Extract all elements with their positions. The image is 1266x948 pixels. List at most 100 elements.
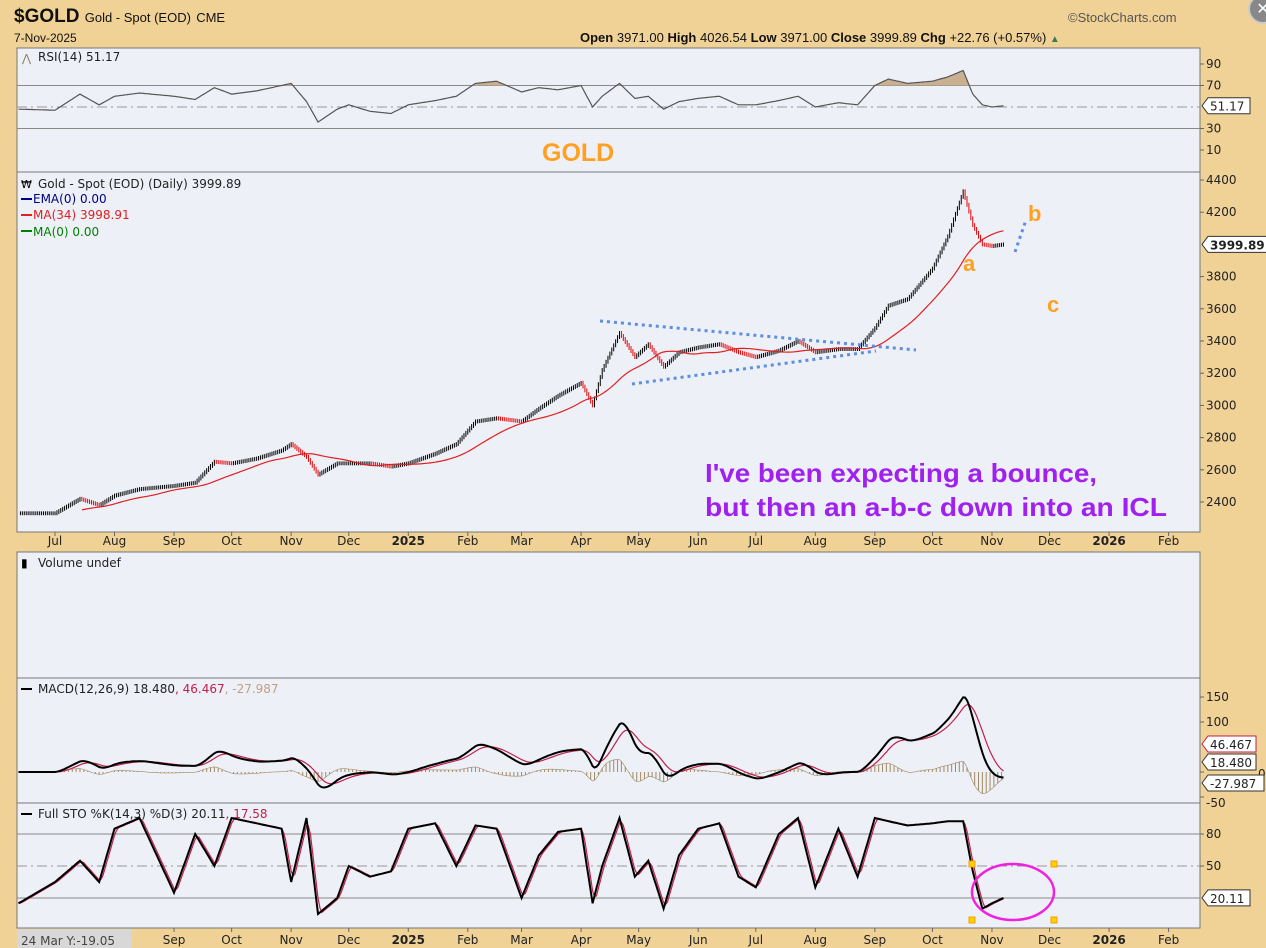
exchange: CME bbox=[196, 10, 226, 25]
macd-tick-label: -50 bbox=[1206, 796, 1226, 810]
macd-tick-label: 0 bbox=[1258, 767, 1266, 781]
price-tick-label: 2800 bbox=[1206, 431, 1237, 445]
month-label: Oct bbox=[922, 534, 943, 548]
price-last-tag-text: 3999.89 bbox=[1210, 238, 1265, 252]
macd-panel bbox=[16, 677, 1201, 804]
price-tick-label: 3800 bbox=[1206, 270, 1237, 284]
rsi-tick-label: 30 bbox=[1206, 122, 1221, 136]
handle-bl[interactable] bbox=[968, 916, 976, 924]
wave-c-label: c bbox=[1047, 292, 1059, 317]
instrument-name: Gold - Spot (EOD) bbox=[84, 10, 191, 25]
macd-histogram-outline bbox=[18, 759, 1004, 794]
month-label: Dec bbox=[1038, 534, 1061, 548]
month-label: Jul bbox=[748, 933, 763, 947]
macd-last-tag-text: 18.480 bbox=[1210, 756, 1252, 770]
comment-line-2: but then an a-b-c down into an ICL bbox=[705, 492, 1167, 522]
price-last-tag-box bbox=[1201, 235, 1266, 253]
month-label: Jul bbox=[47, 534, 62, 548]
ohlc-readout: Open 3971.00 High 4026.54 Low 3971.00 Cl… bbox=[580, 30, 1060, 47]
ma0-legend: MA(0) 0.00 bbox=[33, 225, 99, 239]
macd-line bbox=[18, 696, 1004, 789]
rsi-line bbox=[18, 69, 1004, 123]
month-label: Dec bbox=[337, 534, 360, 548]
month-label: Oct bbox=[922, 933, 943, 947]
month-label: Oct bbox=[221, 933, 242, 947]
sto-tick-label: 80 bbox=[1206, 827, 1221, 841]
rsi-overbought-fill bbox=[18, 70, 1004, 86]
month-label: Aug bbox=[804, 534, 827, 548]
up-arrow-icon: ▲ bbox=[1049, 34, 1060, 45]
chart-date: 7-Nov-2025 bbox=[14, 31, 77, 45]
volume-icon: ▮ bbox=[21, 556, 28, 570]
triangle-trendlines bbox=[599, 219, 1028, 386]
sto-last-tag-box bbox=[1201, 889, 1251, 907]
month-label: May bbox=[626, 933, 651, 947]
month-label: 2026 bbox=[1092, 933, 1125, 947]
low-label: Low bbox=[750, 30, 777, 45]
month-label: Nov bbox=[980, 534, 1003, 548]
macd-signal-tag-box bbox=[1201, 735, 1257, 753]
chg-label: Chg bbox=[920, 30, 946, 45]
ellipse-handles[interactable] bbox=[968, 860, 1058, 924]
month-label: 2026 bbox=[1092, 534, 1125, 548]
rsi-tick-label: 10 bbox=[1206, 143, 1221, 157]
symbol-title: $GOLD Gold - Spot (EOD) CME bbox=[14, 6, 225, 29]
rsi-last-tag-box bbox=[1201, 97, 1251, 115]
month-label: Oct bbox=[221, 534, 242, 548]
price-tick-label: 3400 bbox=[1206, 334, 1237, 348]
month-label: Mar bbox=[510, 534, 533, 548]
ma34-line bbox=[81, 230, 1004, 511]
month-label: Jun bbox=[688, 933, 708, 947]
month-label: Nov bbox=[279, 534, 302, 548]
month-label: Aug bbox=[804, 933, 827, 947]
ma34-legend: MA(34) 3998.91 bbox=[33, 208, 130, 222]
month-label: Dec bbox=[1038, 933, 1061, 947]
comment-line-1: I've been expecting a bounce, bbox=[705, 458, 1097, 488]
month-label: Mar bbox=[510, 933, 533, 947]
month-label: Aug bbox=[103, 534, 126, 548]
chg-value: +22.76 (+0.57%) bbox=[949, 30, 1047, 45]
macd-signal-tag-text: 46.467 bbox=[1210, 738, 1252, 752]
lower-trendline bbox=[631, 349, 877, 386]
month-label: 2025 bbox=[392, 933, 425, 947]
price-last-tag: 3999.89 bbox=[1201, 235, 1266, 253]
volume-panel bbox=[16, 551, 1201, 679]
symbol: $GOLD bbox=[14, 6, 80, 27]
sto-last-tag: 20.11 bbox=[1201, 889, 1251, 907]
handle-tl[interactable] bbox=[968, 860, 976, 868]
month-label: Dec bbox=[337, 933, 360, 947]
price-tick-label: 2400 bbox=[1206, 495, 1237, 509]
high-label: High bbox=[667, 30, 697, 45]
open-label: Open bbox=[580, 30, 614, 45]
macd-last-tag-box bbox=[1201, 753, 1257, 771]
rsi-tick-label: 90 bbox=[1206, 57, 1221, 71]
macd-hist-tag: -27.987 bbox=[1201, 774, 1265, 792]
sto-legend: Full STO %K(14,3) %D(3) 20.11, 17.58 bbox=[38, 807, 268, 821]
low-value: 3971.00 bbox=[780, 30, 828, 45]
month-label: Feb bbox=[1158, 534, 1179, 548]
wave-b-label: b bbox=[1028, 201, 1041, 226]
price-tick-label: 3600 bbox=[1206, 302, 1237, 316]
month-label: Apr bbox=[571, 933, 592, 947]
month-label: Sep bbox=[864, 933, 887, 947]
month-label: May bbox=[626, 534, 651, 548]
handle-br[interactable] bbox=[1050, 916, 1058, 924]
macd-hist-tag-text: -27.987 bbox=[1210, 777, 1256, 791]
close-icon[interactable]: ✕ bbox=[1248, 0, 1266, 24]
price-tick-label: 4400 bbox=[1206, 173, 1237, 187]
ema-legend: EMA(0) 0.00 bbox=[33, 192, 107, 206]
volume-legend: Volume undef bbox=[38, 556, 122, 570]
close-label: Close bbox=[830, 30, 867, 45]
high-value: 4026.54 bbox=[700, 30, 747, 45]
rsi-legend: RSI(14) 51.17 bbox=[38, 50, 120, 64]
cursor-readout-box bbox=[17, 929, 131, 948]
month-label: 2025 bbox=[392, 534, 425, 548]
handle-tr[interactable] bbox=[1050, 860, 1058, 868]
price-panel bbox=[16, 171, 1201, 533]
highlight-ellipse[interactable] bbox=[970, 862, 1056, 922]
brand-link[interactable]: ©StockCharts.com bbox=[1068, 10, 1177, 25]
month-label: Nov bbox=[980, 933, 1003, 947]
sto-tick-label: 50 bbox=[1206, 859, 1221, 873]
wave-a-label: a bbox=[963, 251, 976, 276]
macd-signal-tag: 46.467 bbox=[1201, 735, 1257, 753]
